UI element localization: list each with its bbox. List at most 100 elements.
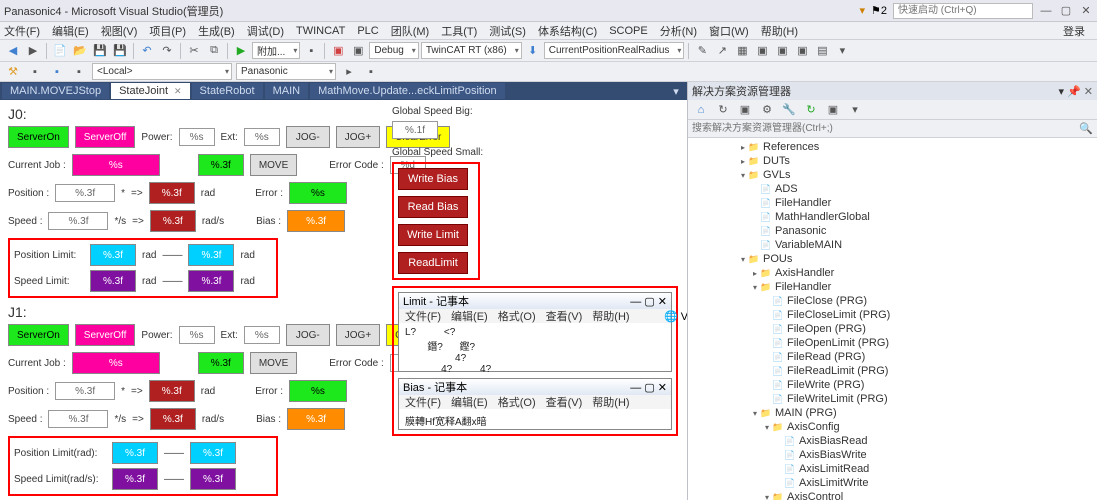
tree-node[interactable]: 📄VariableMAIN: [688, 238, 1097, 252]
sync-icon[interactable]: ↻: [715, 102, 731, 118]
tree-node[interactable]: ▾📁MAIN (PRG): [688, 406, 1097, 420]
tab-mathmove[interactable]: MathMove.Update...eckLimitPosition: [310, 83, 505, 99]
play-icon[interactable]: ▶: [233, 43, 249, 59]
tool-icon-a[interactable]: ▣: [825, 102, 841, 118]
collapse-icon[interactable]: ▣: [737, 102, 753, 118]
search-icon[interactable]: 🔍: [1079, 122, 1093, 135]
flag-icon[interactable]: ⚑2: [871, 4, 887, 17]
tab-close-icon[interactable]: ✕: [174, 86, 182, 97]
tree-node[interactable]: ▸📁DUTs: [688, 154, 1097, 168]
read-bias-button[interactable]: Read Bias: [398, 196, 468, 218]
menu-scope[interactable]: SCOPE: [609, 25, 648, 37]
project-select[interactable]: Panasonic: [236, 63, 336, 80]
platform-select[interactable]: TwinCAT RT (x86): [421, 42, 522, 59]
tool-icon-2[interactable]: ▣: [330, 43, 346, 59]
tabs-dropdown-icon[interactable]: ▾: [668, 83, 684, 99]
menu-file[interactable]: 文件(F): [4, 23, 40, 39]
tree-node[interactable]: 📄FileWrite (PRG): [688, 378, 1097, 392]
j1-jogminus-button[interactable]: JOG-: [286, 324, 330, 346]
tree-node[interactable]: 📄Panasonic: [688, 224, 1097, 238]
write-limit-button[interactable]: Write Limit: [398, 224, 468, 246]
j0-move-button[interactable]: MOVE: [250, 154, 297, 176]
tool-icon-4[interactable]: ⬇: [525, 43, 541, 59]
write-bias-button[interactable]: Write Bias: [398, 168, 468, 190]
tree-node[interactable]: 📄MathHandlerGlobal: [688, 210, 1097, 224]
menu-twincat[interactable]: TWINCAT: [296, 25, 345, 37]
tree-node[interactable]: ▾📁POUs: [688, 252, 1097, 266]
menu-test[interactable]: 测试(S): [489, 23, 526, 39]
tree-node[interactable]: 📄AxisBiasRead: [688, 434, 1097, 448]
var-select[interactable]: CurrentPositionRealRadius: [544, 42, 685, 59]
sub-icon-3[interactable]: ▪: [71, 64, 87, 80]
menu-view[interactable]: 视图(V): [101, 23, 138, 39]
menu-edit[interactable]: 编辑(E): [52, 23, 89, 39]
j1-serveron-button[interactable]: ServerOn: [8, 324, 69, 346]
tool-icon-6[interactable]: ↗: [714, 43, 730, 59]
solution-search-input[interactable]: [692, 122, 1075, 136]
notification-icon[interactable]: ▾: [859, 4, 865, 17]
attach-select[interactable]: 附加...: [252, 42, 300, 59]
sub-icon-1[interactable]: ▪: [27, 64, 43, 80]
minimize-icon[interactable]: —: [1039, 4, 1053, 18]
tree-node[interactable]: 📄FileOpenLimit (PRG): [688, 336, 1097, 350]
solution-tree[interactable]: ▸📁References▸📁DUTs▾📁GVLs 📄ADS 📄FileHandl…: [688, 138, 1097, 500]
tree-node[interactable]: ▸📁AxisHandler: [688, 266, 1097, 280]
notepad-bias-content[interactable]: 膜轉Hf宽释A翻x暗: [399, 409, 671, 429]
tree-node[interactable]: ▸📁References: [688, 140, 1097, 154]
tool-icon-11[interactable]: ▤: [814, 43, 830, 59]
tree-node[interactable]: ▾📁AxisConfig: [688, 420, 1097, 434]
tool-icon-7[interactable]: ▦: [734, 43, 750, 59]
open-icon[interactable]: 📂: [72, 43, 88, 59]
panel-close-icon[interactable]: ✕: [1084, 86, 1093, 98]
notepad-limit-content[interactable]: L? <? 鐕? 鏗? 4? 4? 4?: [399, 323, 671, 371]
maximize-icon[interactable]: ▢: [1059, 4, 1073, 18]
tool-icon-3[interactable]: ▣: [350, 43, 366, 59]
tool-icon-b[interactable]: ▾: [847, 102, 863, 118]
j1-serveroff-button[interactable]: ServerOff: [75, 324, 136, 346]
sub-icon-5[interactable]: ▪: [363, 64, 379, 80]
undo-icon[interactable]: ↶: [139, 43, 155, 59]
local-select[interactable]: <Local>: [92, 63, 232, 80]
config-select[interactable]: Debug: [369, 42, 418, 59]
tree-node[interactable]: ▾📁GVLs: [688, 168, 1097, 182]
j0-jogplus-button[interactable]: JOG+: [336, 126, 380, 148]
tree-node[interactable]: 📄ADS: [688, 182, 1097, 196]
tool-icon-10[interactable]: ▣: [794, 43, 810, 59]
menu-help[interactable]: 帮助(H): [761, 23, 798, 39]
close-icon[interactable]: ✕: [1079, 4, 1093, 18]
tree-node[interactable]: ▾📁FileHandler: [688, 280, 1097, 294]
tree-node[interactable]: 📄FileWriteLimit (PRG): [688, 392, 1097, 406]
quick-launch-input[interactable]: [893, 3, 1033, 19]
read-limit-button[interactable]: ReadLimit: [398, 252, 468, 274]
copy-icon[interactable]: ⧉: [206, 43, 222, 59]
tool-icon-1[interactable]: ▪: [303, 43, 319, 59]
menu-tools[interactable]: 工具(T): [441, 23, 477, 39]
tool-icon-9[interactable]: ▣: [774, 43, 790, 59]
menu-debug[interactable]: 调试(D): [247, 23, 284, 39]
tree-node[interactable]: 📄AxisLimitWrite: [688, 476, 1097, 490]
notepad-controls-icon-2[interactable]: — ▢ ✕: [630, 381, 667, 394]
login-link[interactable]: 登录: [1063, 23, 1085, 39]
cut-icon[interactable]: ✂: [186, 43, 202, 59]
menu-project[interactable]: 项目(P): [149, 23, 186, 39]
j0-jogminus-button[interactable]: JOG-: [286, 126, 330, 148]
show-all-icon[interactable]: ⚙: [759, 102, 775, 118]
tab-main[interactable]: MAIN: [265, 83, 309, 99]
home-icon[interactable]: ⌂: [693, 102, 709, 118]
tree-node[interactable]: 📄FileOpen (PRG): [688, 322, 1097, 336]
new-file-icon[interactable]: 📄: [52, 43, 68, 59]
tree-node[interactable]: 📄FileHandler: [688, 196, 1097, 210]
save-all-icon[interactable]: 💾: [112, 43, 128, 59]
notepad-controls-icon[interactable]: — ▢ ✕: [630, 295, 667, 308]
build-icon[interactable]: ⚒: [5, 64, 21, 80]
tree-node[interactable]: 📄FileCloseLimit (PRG): [688, 308, 1097, 322]
nav-fwd-icon[interactable]: ▶: [25, 43, 41, 59]
redo-icon[interactable]: ↷: [159, 43, 175, 59]
tab-statejoint[interactable]: StateJoint✕: [111, 83, 189, 99]
menu-plc[interactable]: PLC: [357, 25, 378, 37]
menu-analyze[interactable]: 分析(N): [660, 23, 697, 39]
tree-node[interactable]: 📄AxisLimitRead: [688, 462, 1097, 476]
refresh-icon[interactable]: ↻: [803, 102, 819, 118]
tree-node[interactable]: 📄FileReadLimit (PRG): [688, 364, 1097, 378]
menu-team[interactable]: 团队(M): [391, 23, 430, 39]
